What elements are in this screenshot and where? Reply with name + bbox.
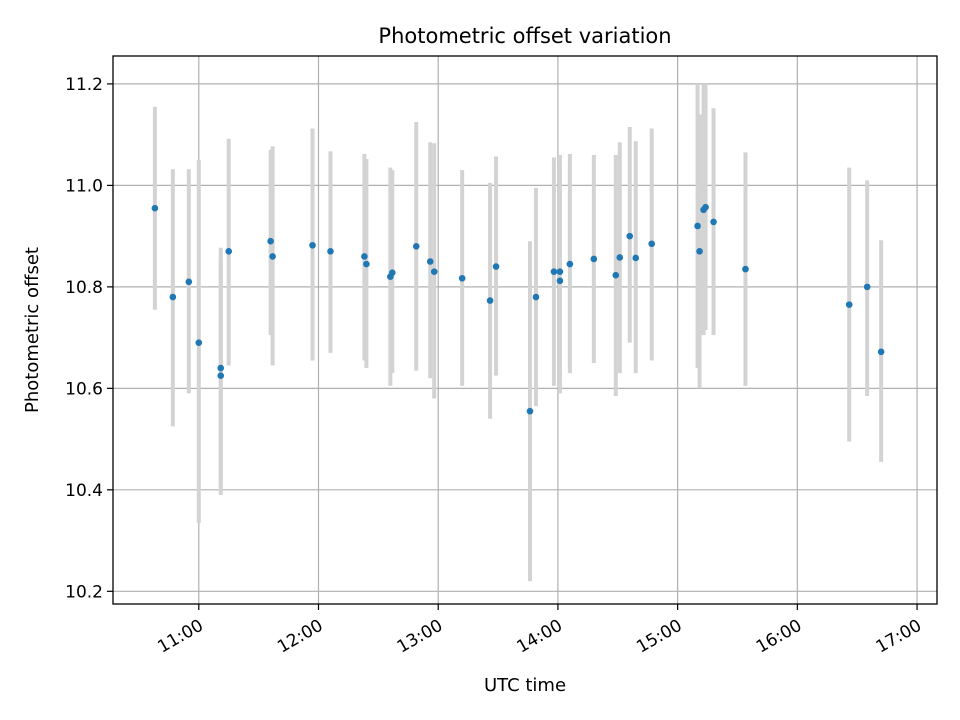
data-point: [694, 222, 701, 230]
data-point: [696, 248, 703, 255]
data-point: [612, 271, 620, 279]
data-point: [648, 240, 655, 248]
chart-title: Photometric offset variation: [378, 24, 671, 48]
data-point: [486, 297, 494, 304]
data-point: [626, 232, 634, 240]
grid: [113, 56, 937, 604]
data-point: [389, 269, 396, 276]
data-point: [185, 278, 193, 286]
data-point: [616, 254, 624, 261]
data-point: [363, 260, 370, 268]
data-point: [361, 253, 368, 260]
data-point: [169, 293, 177, 301]
x-axis-label: UTC time: [484, 675, 566, 696]
y-tick-label: 10.4: [65, 481, 103, 501]
data-point: [309, 241, 316, 249]
data-point: [426, 258, 434, 265]
data-point: [269, 253, 276, 260]
y-tick-label: 11.2: [65, 75, 103, 95]
data-point: [532, 293, 540, 301]
data-point: [267, 237, 274, 245]
plot-frame: [112, 55, 938, 605]
data-point: [430, 268, 438, 275]
data-point: [412, 242, 420, 250]
data-point: [742, 265, 749, 273]
data-point: [327, 248, 334, 255]
data-point: [702, 203, 709, 211]
y-tick-label: 11.0: [65, 176, 103, 196]
data-point: [556, 268, 564, 275]
y-tick-label: 10.2: [65, 582, 103, 602]
y-axis-label: Photometric offset: [22, 247, 43, 413]
data-point: [590, 255, 598, 263]
data-points: [151, 203, 885, 415]
data-point: [556, 277, 564, 285]
data-point: [195, 339, 203, 346]
data-point: [492, 263, 500, 270]
data-point: [225, 248, 233, 255]
data-point: [863, 283, 871, 291]
data-point: [550, 268, 558, 275]
data-point: [877, 348, 885, 356]
y-tick-label: 10.6: [65, 379, 103, 399]
data-point: [217, 364, 225, 372]
y-axis: 10.2 10.4 10.6 10.8 11.0 11.2: [65, 75, 113, 602]
data-point: [632, 254, 640, 262]
data-point: [458, 274, 466, 282]
data-point: [710, 218, 717, 226]
data-point: [845, 301, 853, 308]
data-point: [151, 204, 159, 212]
data-point: [526, 407, 534, 415]
data-point: [566, 260, 574, 268]
data-point: [217, 372, 225, 379]
y-tick-label: 10.8: [65, 278, 103, 298]
